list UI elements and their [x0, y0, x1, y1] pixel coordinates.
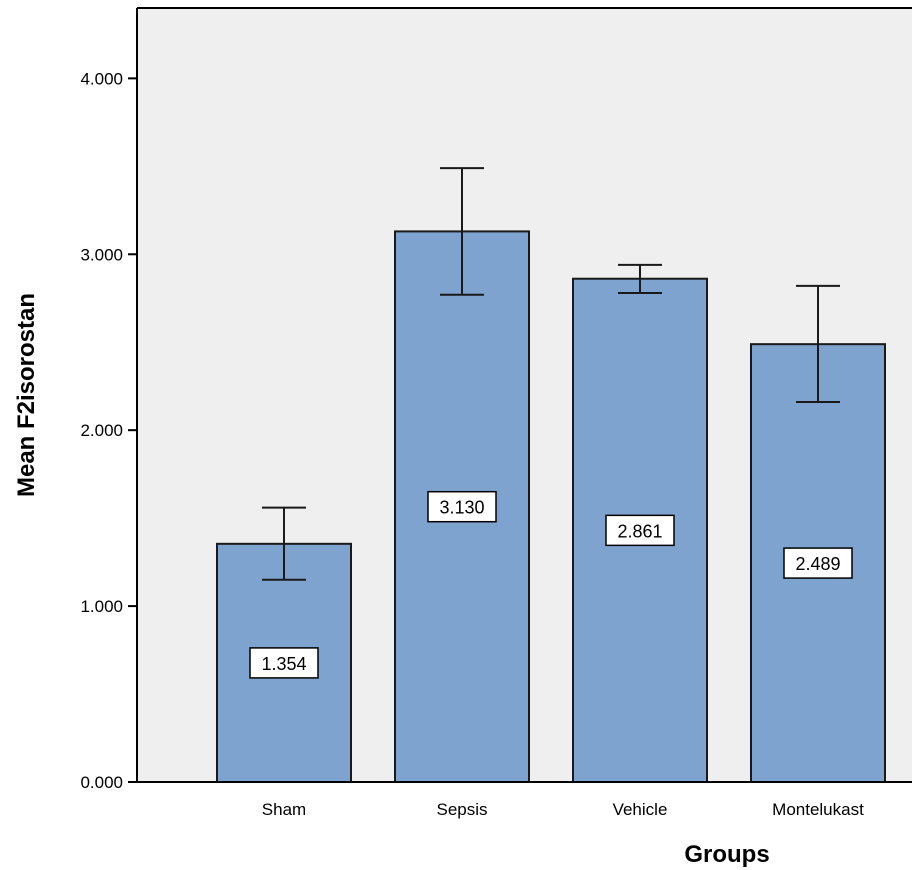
y-tick-label: 3.000 — [80, 245, 123, 264]
x-tick-label: Montelukast — [772, 800, 864, 819]
y-tick-label: 2.000 — [80, 421, 123, 440]
x-axis-title: Groups — [684, 841, 769, 868]
x-tick-labels: Sham Sepsis Vehicle Montelukast — [262, 800, 864, 819]
y-tick-label: 1.000 — [80, 597, 123, 616]
data-label: 2.489 — [795, 554, 840, 574]
x-tick-label: Sham — [262, 800, 306, 819]
data-label: 1.354 — [261, 654, 306, 674]
y-axis-title: Mean F2isorostan — [13, 293, 40, 497]
x-tick-label: Sepsis — [436, 800, 487, 819]
data-label: 3.130 — [439, 498, 484, 518]
data-label-box — [427, 490, 497, 523]
data-label-box — [249, 647, 319, 679]
y-tick-label: 0.000 — [80, 773, 123, 792]
x-tick-label: Vehicle — [613, 800, 668, 819]
data-label-box — [605, 514, 675, 547]
data-labels: 1.354 3.130 2.861 2.489 — [249, 490, 853, 679]
data-label: 2.861 — [617, 521, 662, 541]
data-label-box — [783, 547, 853, 579]
y-ticks: 0.000 1.000 2.000 3.000 4.000 — [80, 69, 137, 792]
error-bars — [262, 167, 840, 581]
y-tick-label: 4.000 — [80, 69, 123, 88]
